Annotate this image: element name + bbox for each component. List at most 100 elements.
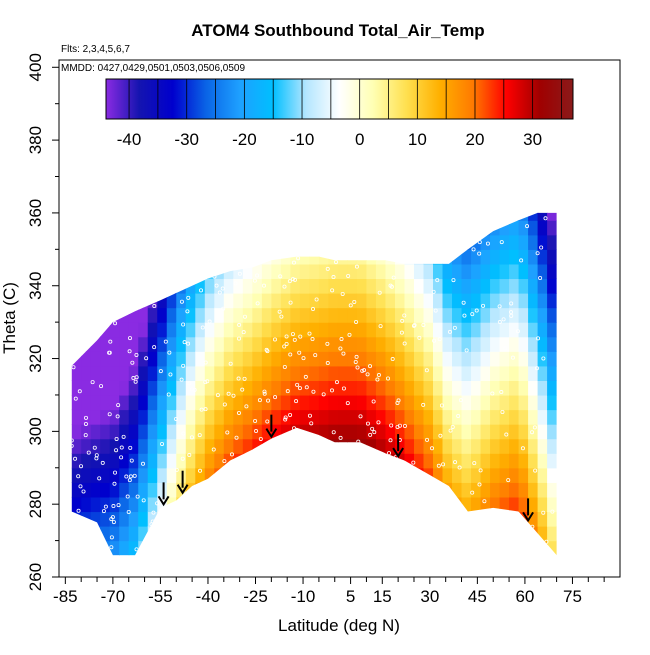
field-cell — [499, 351, 510, 367]
field-cell — [147, 526, 158, 542]
field-cell — [499, 278, 510, 294]
field-cell — [423, 394, 434, 411]
field-cell — [366, 351, 377, 367]
sample-dot — [225, 430, 230, 435]
sample-dot — [411, 323, 416, 328]
x-axis: -85 -70 -55 -40 -25 -10 5 15 30 45 60 75 — [53, 577, 605, 606]
sample-dot — [352, 299, 357, 304]
field-cell — [138, 293, 149, 309]
field-cell — [518, 212, 529, 221]
field-cell — [71, 511, 82, 527]
field-cell — [462, 555, 472, 570]
sample-dot — [372, 430, 377, 435]
field-cell — [166, 322, 177, 338]
sample-dot — [108, 339, 113, 344]
sample-dot — [399, 330, 404, 335]
field-cell — [518, 249, 529, 265]
sample-dot — [310, 307, 315, 312]
field-cell — [290, 467, 301, 483]
field-cell — [394, 380, 406, 396]
field-cell — [518, 220, 529, 236]
field-cell — [394, 212, 406, 221]
sample-dot — [303, 374, 308, 379]
field-cell — [423, 278, 434, 294]
sample-dot — [499, 390, 504, 395]
sample-dot — [217, 290, 222, 295]
field-cell — [394, 526, 406, 542]
sample-dot — [97, 476, 102, 481]
sample-dot — [163, 339, 168, 344]
field-cell — [433, 438, 444, 454]
field-cell — [337, 482, 349, 498]
field-cell — [214, 278, 225, 294]
field-cell — [452, 467, 463, 483]
field-cell — [518, 380, 529, 396]
field-cell — [413, 365, 425, 381]
field-cell — [413, 467, 425, 483]
field-cell — [157, 540, 168, 556]
field-cell — [185, 467, 196, 483]
field-cell — [186, 555, 196, 570]
field-cell — [499, 394, 510, 411]
field-cell — [442, 496, 453, 513]
field-cell — [157, 555, 167, 570]
sample-dot — [421, 322, 426, 327]
field-cell — [204, 212, 215, 221]
field-cell — [242, 249, 253, 265]
sample-dot — [501, 317, 506, 322]
field-cell — [138, 540, 149, 556]
field-cell — [433, 409, 444, 425]
field-cell — [509, 511, 520, 527]
sample-dot — [134, 375, 139, 380]
field-cell — [204, 394, 215, 411]
sample-dot — [141, 498, 146, 503]
field-cell — [499, 365, 510, 381]
field-cell — [166, 482, 177, 498]
field-cell — [328, 424, 339, 440]
field-cell — [290, 438, 301, 454]
field-cell — [166, 293, 177, 309]
field-cell — [347, 249, 358, 265]
field-cell — [433, 467, 444, 483]
field-cell — [480, 365, 491, 381]
field-cell — [138, 526, 149, 542]
colorbar-tick-label: 0 — [355, 130, 364, 149]
field-cell — [528, 234, 539, 250]
field-cell — [90, 293, 101, 309]
field-cell — [176, 540, 187, 556]
field-cell — [347, 293, 358, 309]
field-cell — [81, 438, 92, 454]
field-cell — [433, 293, 444, 309]
field-cell — [547, 322, 557, 338]
field-cell — [262, 555, 272, 570]
field-cell — [90, 234, 101, 250]
field-cell — [509, 220, 520, 236]
field-cell — [119, 365, 130, 381]
field-cell — [242, 351, 253, 367]
x-tick-label: -85 — [53, 587, 78, 606]
field-cell — [509, 424, 520, 440]
field-cell — [518, 234, 529, 250]
sample-dot — [236, 410, 241, 415]
field-cell — [290, 496, 301, 513]
sample-dot — [425, 437, 430, 442]
sample-dot — [378, 324, 383, 329]
sample-dot — [388, 438, 393, 443]
field-cell — [81, 293, 92, 309]
field-cell — [233, 453, 244, 469]
field-cell — [157, 351, 168, 367]
field-cell — [128, 438, 139, 454]
field-cell — [214, 220, 225, 236]
field-cell — [223, 293, 234, 309]
sample-dot — [282, 365, 287, 370]
field-cell — [242, 278, 253, 294]
field-cell — [375, 438, 387, 454]
field-cell — [147, 409, 158, 425]
field-cell — [480, 467, 491, 483]
sample-dot — [113, 321, 118, 326]
sample-dot — [348, 303, 353, 308]
field-cell — [366, 453, 377, 469]
field-cell — [518, 438, 529, 454]
x-tick-label: 5 — [346, 587, 355, 606]
field-cell — [461, 278, 472, 294]
